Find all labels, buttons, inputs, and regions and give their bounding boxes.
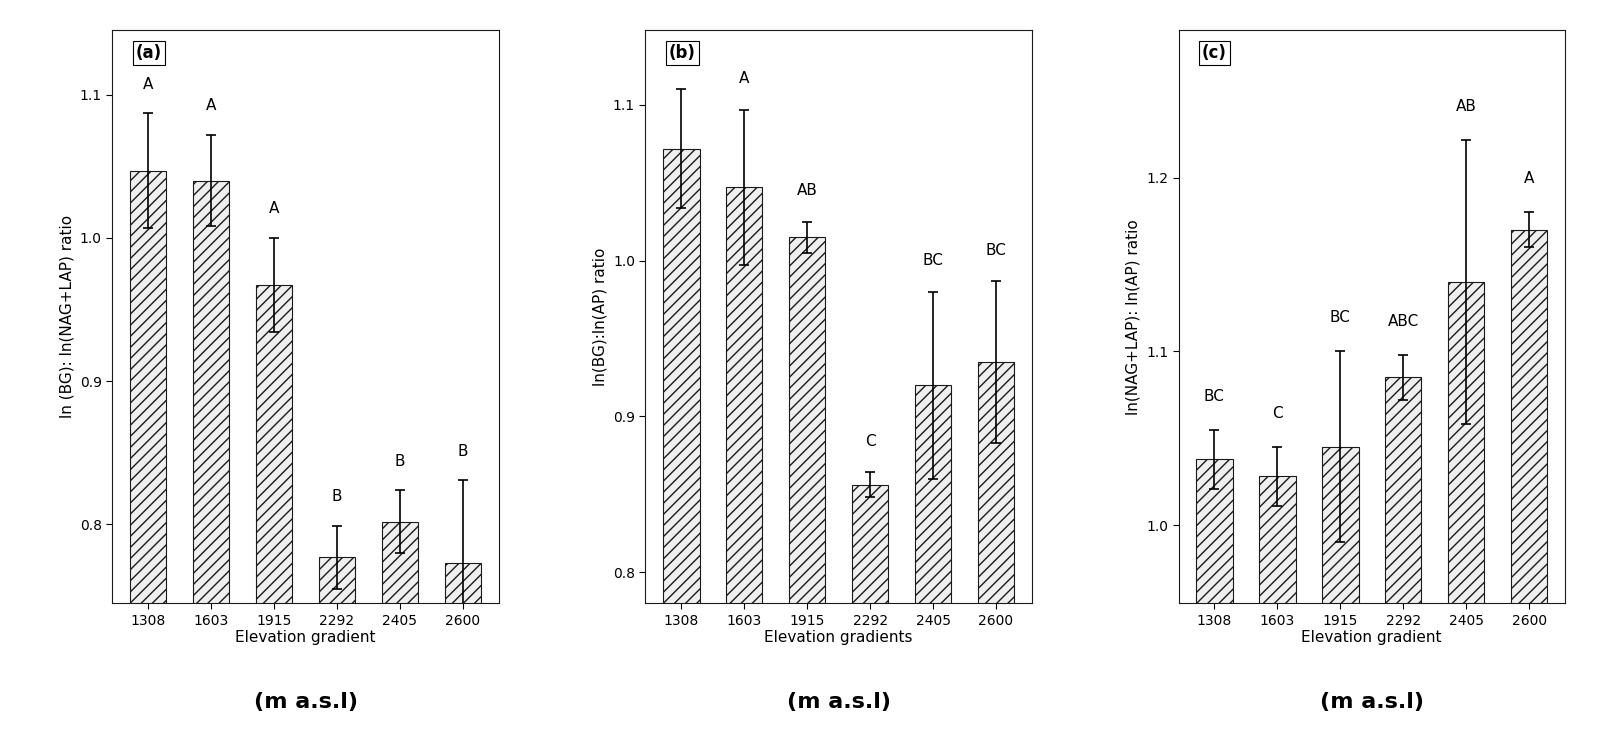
Text: A: A: [676, 51, 687, 66]
Bar: [663, 149, 700, 754]
Bar: [193, 181, 230, 754]
Y-axis label: ln (BG): ln(NAG+LAP) ratio: ln (BG): ln(NAG+LAP) ratio: [59, 215, 74, 418]
Text: (m a.s.l): (m a.s.l): [1319, 692, 1424, 712]
X-axis label: Elevation gradient: Elevation gradient: [1302, 630, 1441, 645]
Bar: [1448, 282, 1485, 754]
Text: (m a.s.l): (m a.s.l): [786, 692, 891, 712]
Text: BC: BC: [1331, 311, 1351, 326]
Text: (b): (b): [669, 44, 695, 63]
Bar: [319, 557, 355, 754]
Bar: [130, 170, 167, 754]
Text: BC: BC: [923, 253, 944, 268]
Bar: [1258, 477, 1295, 754]
Bar: [1510, 230, 1547, 754]
Bar: [255, 285, 292, 754]
Text: BC: BC: [985, 243, 1006, 258]
Text: A: A: [738, 71, 750, 86]
Text: A: A: [143, 77, 154, 92]
Text: AB: AB: [1456, 99, 1477, 114]
Bar: [915, 385, 952, 754]
Text: C: C: [865, 434, 875, 449]
Bar: [725, 188, 762, 754]
Bar: [852, 485, 888, 754]
Bar: [1323, 447, 1358, 754]
Bar: [977, 362, 1014, 754]
X-axis label: Elevation gradients: Elevation gradients: [764, 630, 913, 645]
Text: (a): (a): [135, 44, 162, 63]
Y-axis label: ln(NAG+LAP): ln(AP) ratio: ln(NAG+LAP): ln(AP) ratio: [1125, 219, 1141, 415]
Bar: [382, 522, 419, 754]
Bar: [1196, 459, 1233, 754]
X-axis label: Elevation gradient: Elevation gradient: [236, 630, 376, 645]
Text: A: A: [270, 201, 279, 216]
Bar: [790, 238, 825, 754]
Text: B: B: [395, 454, 404, 468]
Text: (c): (c): [1202, 44, 1226, 63]
Text: BC: BC: [1204, 388, 1225, 403]
Text: B: B: [332, 489, 342, 504]
Text: A: A: [1523, 171, 1534, 186]
Bar: [1385, 378, 1422, 754]
Text: C: C: [1273, 406, 1282, 421]
Text: A: A: [205, 98, 217, 113]
Text: ABC: ABC: [1388, 314, 1419, 329]
Text: (m a.s.l): (m a.s.l): [254, 692, 358, 712]
Text: AB: AB: [796, 183, 817, 198]
Text: B: B: [457, 443, 469, 458]
Bar: [445, 563, 482, 754]
Y-axis label: ln(BG):ln(AP) ratio: ln(BG):ln(AP) ratio: [592, 247, 607, 386]
